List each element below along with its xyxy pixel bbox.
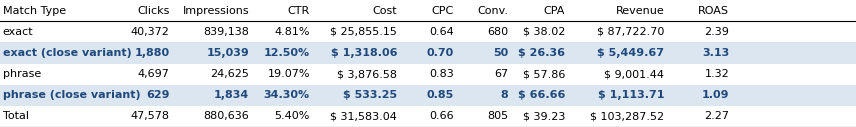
Text: Total: Total [3, 111, 28, 121]
Text: 47,578: 47,578 [130, 111, 169, 121]
Text: exact: exact [3, 27, 33, 37]
Text: $ 1,318.06: $ 1,318.06 [330, 48, 397, 58]
Text: 629: 629 [146, 90, 169, 100]
Text: CPC: CPC [431, 6, 454, 16]
Bar [0, 64, 856, 85]
Text: 0.64: 0.64 [429, 27, 454, 37]
Text: 2.27: 2.27 [704, 111, 729, 121]
Text: 34.30%: 34.30% [264, 90, 310, 100]
Text: Conv.: Conv. [478, 6, 508, 16]
Text: $ 5,449.67: $ 5,449.67 [597, 48, 664, 58]
Text: 8: 8 [501, 90, 508, 100]
Text: Match Type: Match Type [3, 6, 66, 16]
Text: 19.07%: 19.07% [267, 69, 310, 79]
Text: Cost: Cost [372, 6, 397, 16]
Text: $ 3,876.58: $ 3,876.58 [337, 69, 397, 79]
Text: exact (close variant): exact (close variant) [3, 48, 131, 58]
Text: 40,372: 40,372 [131, 27, 169, 37]
Text: 1,834: 1,834 [214, 90, 249, 100]
Text: $ 25,855.15: $ 25,855.15 [330, 27, 397, 37]
Text: 15,039: 15,039 [206, 48, 249, 58]
Text: Clicks: Clicks [137, 6, 169, 16]
Text: Revenue: Revenue [615, 6, 664, 16]
Text: phrase: phrase [3, 69, 41, 79]
Text: 1,880: 1,880 [134, 48, 169, 58]
Text: 0.83: 0.83 [429, 69, 454, 79]
Text: Impressions: Impressions [182, 6, 249, 16]
Text: CPA: CPA [544, 6, 565, 16]
Text: 880,636: 880,636 [204, 111, 249, 121]
Text: CTR: CTR [288, 6, 310, 16]
Text: 0.70: 0.70 [426, 48, 454, 58]
Text: phrase (close variant): phrase (close variant) [3, 90, 140, 100]
Text: $ 57.86: $ 57.86 [522, 69, 565, 79]
Text: 24,625: 24,625 [211, 69, 249, 79]
Text: $ 31,583.04: $ 31,583.04 [330, 111, 397, 121]
Text: $ 38.02: $ 38.02 [522, 27, 565, 37]
Text: $ 103,287.52: $ 103,287.52 [590, 111, 664, 121]
Text: 0.85: 0.85 [426, 90, 454, 100]
Text: ROAS: ROAS [698, 6, 729, 16]
Text: 1.09: 1.09 [702, 90, 729, 100]
Text: 839,138: 839,138 [203, 27, 249, 37]
Text: $ 1,113.71: $ 1,113.71 [597, 90, 664, 100]
Text: 5.40%: 5.40% [275, 111, 310, 121]
Text: $ 533.25: $ 533.25 [343, 90, 397, 100]
Bar [0, 85, 856, 106]
Text: 67: 67 [494, 69, 508, 79]
Text: 680: 680 [487, 27, 508, 37]
Text: 4.81%: 4.81% [275, 27, 310, 37]
Text: 805: 805 [487, 111, 508, 121]
Text: 0.66: 0.66 [429, 111, 454, 121]
Text: $ 39.23: $ 39.23 [522, 111, 565, 121]
Text: 2.39: 2.39 [704, 27, 729, 37]
Text: 3.13: 3.13 [702, 48, 729, 58]
Bar [0, 42, 856, 64]
Text: 4,697: 4,697 [138, 69, 169, 79]
Bar [0, 106, 856, 127]
Text: $ 26.36: $ 26.36 [518, 48, 565, 58]
Text: $ 66.66: $ 66.66 [518, 90, 565, 100]
Text: $ 87,722.70: $ 87,722.70 [597, 27, 664, 37]
Bar [0, 21, 856, 42]
Text: $ 9,001.44: $ 9,001.44 [604, 69, 664, 79]
Text: 50: 50 [493, 48, 508, 58]
Text: 12.50%: 12.50% [264, 48, 310, 58]
Text: 1.32: 1.32 [704, 69, 729, 79]
